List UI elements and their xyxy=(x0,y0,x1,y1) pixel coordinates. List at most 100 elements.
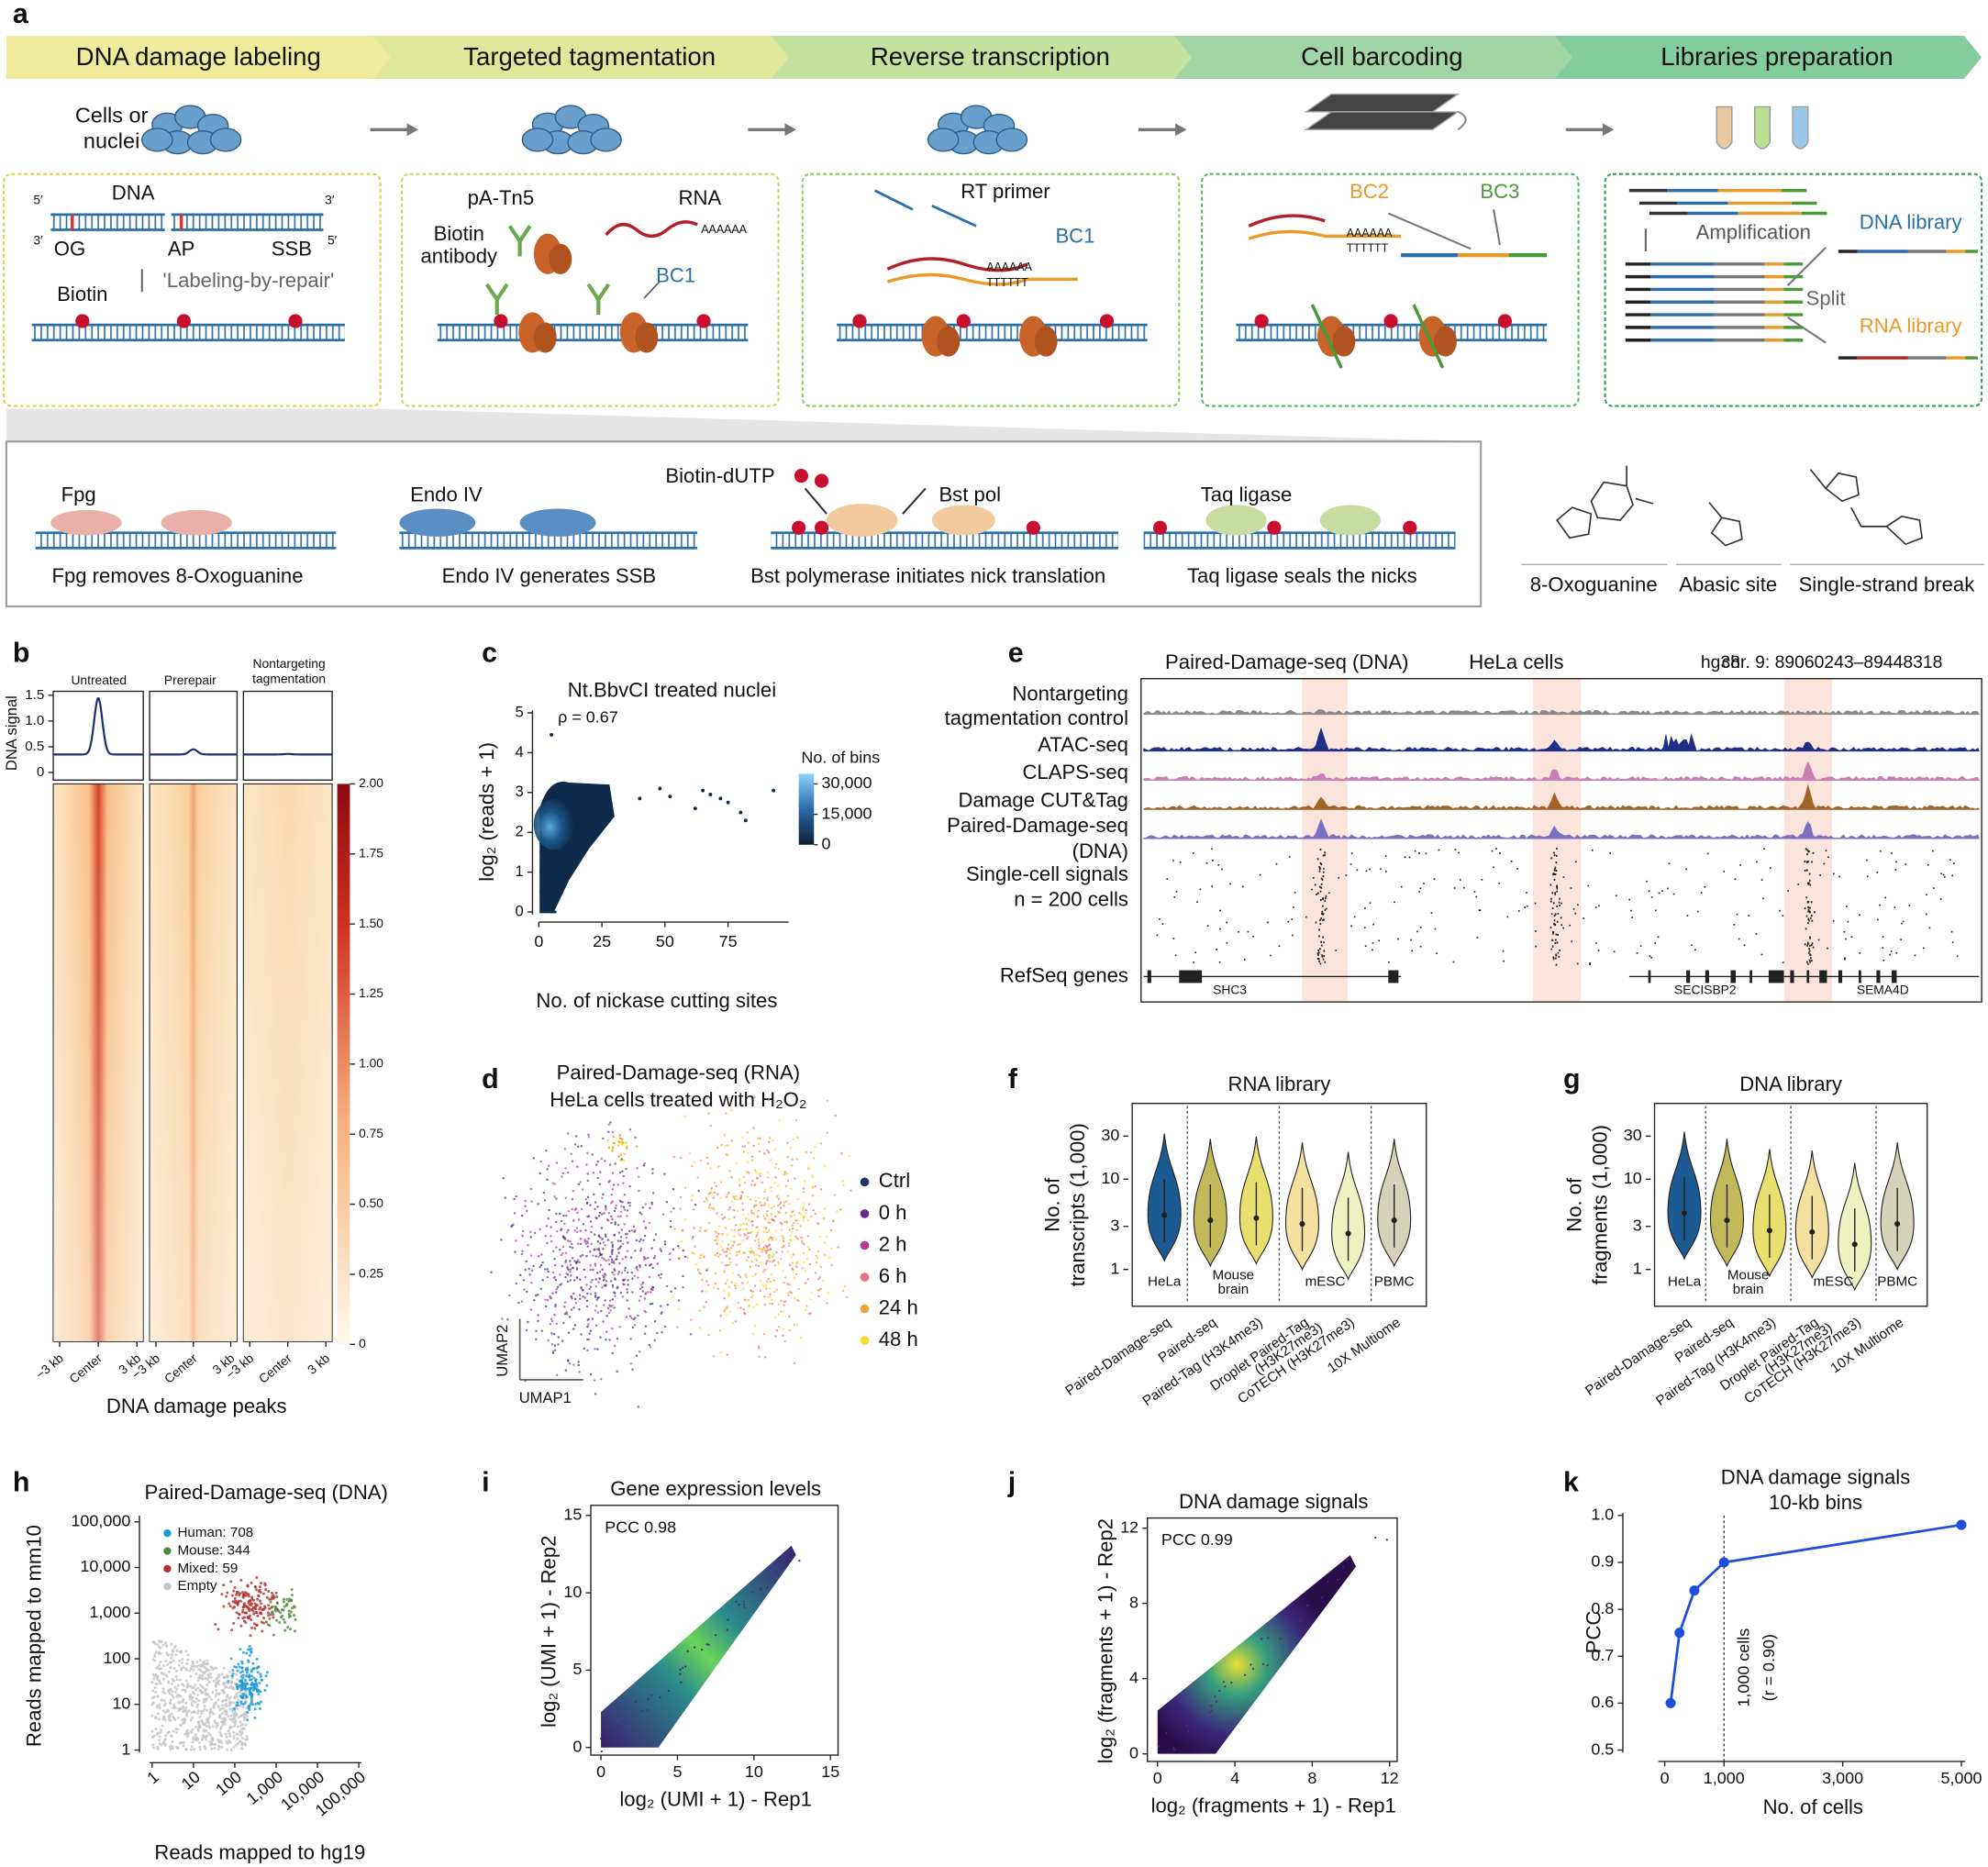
umap-dot xyxy=(577,1183,581,1186)
read-dot xyxy=(232,1737,236,1740)
umap-dot xyxy=(761,1284,764,1286)
umap-dot xyxy=(578,1261,581,1264)
y-tick-label: 0 xyxy=(516,902,524,919)
tn5 xyxy=(1434,326,1457,357)
cell-signal xyxy=(1562,927,1565,929)
umap-dot xyxy=(693,1252,696,1255)
group-label: brain xyxy=(1733,1282,1764,1297)
umap-dot xyxy=(583,1268,586,1272)
umap-dot xyxy=(605,1208,607,1211)
read-dot xyxy=(205,1662,209,1666)
cell-signal xyxy=(1425,852,1427,855)
umap-dot xyxy=(594,1201,597,1204)
cell-signal xyxy=(1807,942,1809,945)
read-dot xyxy=(206,1731,210,1735)
umap-dot xyxy=(657,1273,661,1277)
umap-dot xyxy=(570,1152,573,1156)
umap-dot xyxy=(753,1253,756,1257)
umap-dot xyxy=(769,1287,772,1290)
umap-dot xyxy=(568,1316,572,1318)
colorbar-label: 0 xyxy=(359,1336,366,1350)
profile-frame xyxy=(52,690,144,781)
read-dot xyxy=(166,1731,170,1735)
umap-dot xyxy=(723,1289,726,1293)
label: Gene expression levels xyxy=(610,1477,821,1500)
cell-signal xyxy=(1219,928,1221,930)
x-tick-label: 5,000 xyxy=(1941,1769,1982,1787)
umap-dot xyxy=(557,1343,560,1346)
cell-signal xyxy=(1808,950,1811,952)
umap-dot xyxy=(747,1161,750,1163)
umap-dot xyxy=(533,1298,536,1302)
umap-dot xyxy=(539,1160,542,1163)
cell-signal xyxy=(1238,930,1239,933)
read-dot xyxy=(155,1732,159,1736)
umap-dot xyxy=(630,1317,633,1320)
umap-dot xyxy=(627,1307,630,1310)
signal-track xyxy=(1143,818,1980,839)
label: UMAP2 xyxy=(494,1325,511,1377)
umap-dot xyxy=(782,1239,785,1242)
label: Damage CUT&Tag xyxy=(958,789,1128,812)
read-dot xyxy=(160,1672,163,1675)
umap-dot xyxy=(784,1276,787,1279)
umap-dot xyxy=(818,1236,821,1239)
cell-signal xyxy=(1895,861,1897,863)
profile-frame xyxy=(149,690,239,781)
cell-signal xyxy=(1657,936,1660,939)
umap-dot xyxy=(566,1280,570,1284)
umap-dot xyxy=(783,1339,786,1343)
umap-dot xyxy=(788,1263,792,1266)
cell-signal xyxy=(1739,864,1741,866)
read-dot xyxy=(169,1702,172,1706)
umap-dot xyxy=(559,1248,561,1251)
read-dot xyxy=(191,1716,194,1719)
tn5 xyxy=(1034,326,1058,357)
median xyxy=(1894,1220,1901,1228)
read-dot xyxy=(161,1740,165,1744)
cell-signal xyxy=(1270,954,1272,957)
adapter xyxy=(1412,304,1445,369)
umap-dot xyxy=(621,1170,624,1173)
umap-dot xyxy=(775,1328,779,1332)
point xyxy=(1215,1700,1218,1703)
umap-dot xyxy=(562,1214,565,1217)
cell-signal xyxy=(1615,895,1617,897)
label: Reads mapped to mm10 xyxy=(23,1525,46,1747)
cell-signal xyxy=(1809,937,1811,939)
read-dot xyxy=(241,1650,245,1654)
umap-dot xyxy=(727,1207,730,1211)
umap-dot xyxy=(554,1304,557,1306)
cell-signal xyxy=(1559,949,1560,951)
enzyme xyxy=(931,505,995,536)
y-tick-label: 0.6 xyxy=(1591,1693,1614,1711)
read-dot xyxy=(152,1701,156,1705)
cell-signal xyxy=(1900,939,1902,941)
cell-signal xyxy=(1806,853,1808,856)
umap-dot xyxy=(741,1251,744,1254)
umap-dot xyxy=(600,1157,604,1161)
read-dot xyxy=(260,1602,263,1606)
point xyxy=(714,1634,717,1637)
umap-dot xyxy=(586,1245,590,1248)
umap-dot xyxy=(799,1225,803,1228)
x-tick-label: 3,000 xyxy=(1822,1769,1863,1787)
umap-dot xyxy=(598,1251,602,1255)
umap-dot xyxy=(792,1271,795,1274)
umap-dot xyxy=(567,1331,571,1334)
read-dot xyxy=(158,1706,161,1710)
read-dot xyxy=(275,1601,279,1605)
umap-dot xyxy=(624,1266,627,1270)
umap-dot xyxy=(661,1331,663,1334)
arrowhead xyxy=(1602,123,1615,137)
pointer xyxy=(1387,212,1472,250)
dna-rungs xyxy=(837,325,1148,340)
read-dot xyxy=(211,1691,215,1695)
umap-dot xyxy=(586,1292,589,1295)
label: ρ = 0.67 xyxy=(558,707,618,726)
umap-dot xyxy=(814,1146,816,1149)
umap-dot xyxy=(782,1328,785,1331)
cell-signal xyxy=(1661,890,1663,893)
umap-dot xyxy=(766,1171,769,1174)
umap-dot xyxy=(802,1206,805,1208)
